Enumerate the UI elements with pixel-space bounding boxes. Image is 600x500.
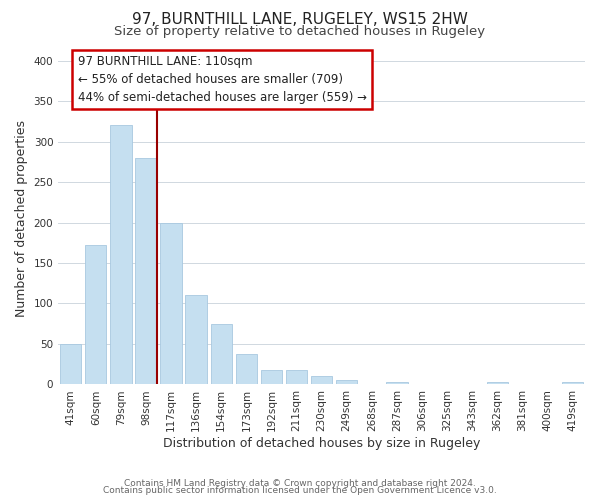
Bar [211,324,232,384]
Bar [286,370,307,384]
Bar [160,222,182,384]
Text: Size of property relative to detached houses in Rugeley: Size of property relative to detached ho… [115,25,485,38]
Bar [386,382,407,384]
Text: 97 BURNTHILL LANE: 110sqm
← 55% of detached houses are smaller (709)
44% of semi: 97 BURNTHILL LANE: 110sqm ← 55% of detac… [78,55,367,104]
Text: Contains public sector information licensed under the Open Government Licence v3: Contains public sector information licen… [103,486,497,495]
Bar [60,344,82,385]
Bar [336,380,358,384]
Text: Contains HM Land Registry data © Crown copyright and database right 2024.: Contains HM Land Registry data © Crown c… [124,478,476,488]
Bar [236,354,257,384]
Bar [136,158,157,384]
Text: 97, BURNTHILL LANE, RUGELEY, WS15 2HW: 97, BURNTHILL LANE, RUGELEY, WS15 2HW [132,12,468,28]
X-axis label: Distribution of detached houses by size in Rugeley: Distribution of detached houses by size … [163,437,480,450]
Bar [110,126,131,384]
Bar [311,376,332,384]
Y-axis label: Number of detached properties: Number of detached properties [15,120,28,317]
Bar [185,296,207,384]
Bar [85,245,106,384]
Bar [487,382,508,384]
Bar [261,370,282,384]
Bar [562,382,583,384]
